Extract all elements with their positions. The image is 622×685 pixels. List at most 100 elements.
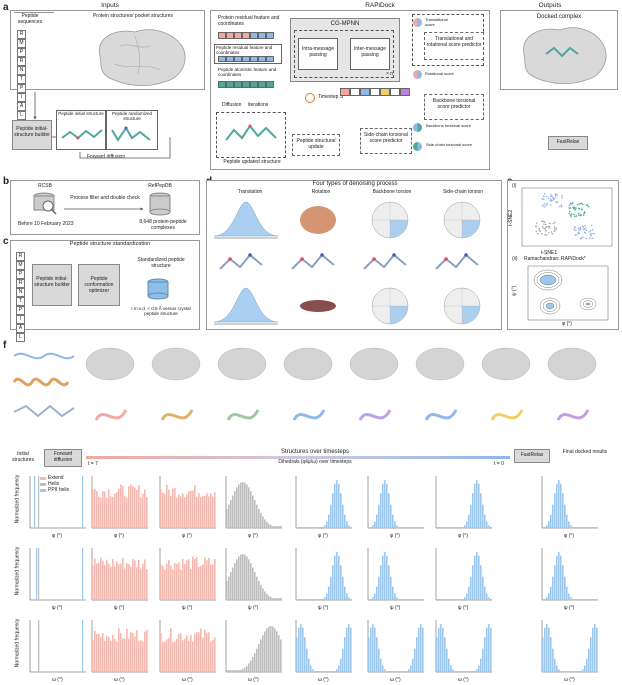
histogram-bar (380, 658, 382, 672)
histogram-bar (332, 493, 334, 528)
histogram-bar (184, 638, 186, 672)
histogram-bar (328, 671, 330, 672)
sequence-residue: R (17, 30, 26, 39)
histogram-bar (470, 504, 472, 528)
histogram-bar (486, 593, 488, 600)
sequence-residue: R (16, 279, 25, 288)
sidechain-torsion-score-label: Side-chain torsional score (426, 142, 473, 147)
histogram-bar (438, 527, 440, 528)
histogram-bar (232, 670, 234, 672)
updated-structure-frame (216, 112, 286, 158)
atom (228, 257, 232, 261)
feature-cell (266, 81, 274, 88)
histogram-bar (484, 637, 486, 672)
histogram-bar (146, 569, 148, 600)
before-date-label: Before 10 February 2023 (18, 221, 74, 227)
histogram-bar (486, 627, 488, 672)
tsne-point (591, 237, 594, 240)
tsne-point (582, 226, 584, 228)
histogram-bar (416, 637, 418, 672)
rama-frame (527, 265, 609, 321)
histogram-bar (190, 568, 192, 600)
feature-cell (266, 56, 274, 62)
histogram-bar (332, 671, 334, 672)
tsne-point (580, 202, 582, 205)
rmsd-label: r.m.s.d. < 0.5 Å versus crystal peptide … (131, 306, 191, 317)
histogram-bar (238, 556, 240, 600)
histogram-bar (298, 599, 300, 600)
histogram-bar (490, 527, 492, 528)
standardization-title: Peptide structure standardization (69, 241, 151, 247)
histogram-bar (204, 557, 206, 600)
rcsb-label: RCSB (38, 183, 52, 189)
histogram-bar (230, 500, 232, 528)
histogram-bar (102, 633, 104, 672)
histogram-bar (326, 521, 328, 528)
cgmpnn-label: CG-MPNN (330, 21, 360, 27)
tsne-point (552, 199, 555, 201)
histogram-bar (464, 597, 466, 600)
tsne-point (548, 231, 550, 234)
histogram-bar (550, 514, 552, 528)
histogram-bar (418, 599, 420, 600)
tsne-point (577, 207, 580, 210)
times-n-label: × n (386, 71, 394, 77)
tsne-point (559, 205, 561, 208)
histogram-bar (246, 665, 248, 672)
histogram-bar (280, 526, 282, 528)
histogram-bar (166, 484, 168, 528)
histogram-bar (548, 593, 550, 600)
histogram-bar (302, 599, 304, 600)
histogram-bar (244, 482, 246, 528)
histogram-bar (198, 493, 200, 528)
tsne-point (535, 230, 538, 233)
builder-box: Peptide initial-structure builder (12, 120, 52, 150)
database-icon (149, 192, 171, 216)
histogram-bar (318, 527, 320, 528)
histogram-bar (368, 527, 370, 528)
tsne-point (545, 226, 547, 229)
sequence-residue: T (17, 75, 26, 84)
histogram-bar (268, 595, 270, 600)
tsne-point (543, 223, 545, 225)
histogram-bar (440, 599, 442, 600)
tsne-point (574, 226, 576, 228)
backbone-predictor-box: Backbone torsional score predictor (424, 94, 484, 120)
histogram-bar (400, 599, 402, 600)
histogram-bar (310, 599, 312, 600)
histogram-bar (242, 554, 244, 600)
iterations-label: iterations (248, 102, 269, 108)
histogram-bar (334, 671, 336, 672)
histogram-bar (226, 509, 228, 528)
tsne-point (574, 207, 576, 209)
feature-cell (242, 56, 250, 62)
builder-box-c: Peptide initial-structure builder (32, 264, 72, 306)
tsne-point (579, 202, 581, 205)
histogram-bar (300, 599, 302, 600)
histogram-bar (576, 527, 578, 528)
histogram-bar (406, 599, 408, 600)
histogram-bar (342, 576, 344, 600)
histogram-bar (252, 495, 254, 528)
process-arrow (64, 207, 144, 211)
histogram-bar (268, 523, 270, 528)
tsne-point (560, 204, 563, 206)
histogram-bar (194, 558, 196, 600)
tsne-point (580, 214, 582, 217)
histogram-bar (270, 596, 272, 600)
histogram-bar (304, 599, 306, 600)
histogram-bar (160, 632, 162, 672)
histogram-bar (568, 671, 570, 672)
histogram-bar (418, 627, 420, 672)
denoising-type-label: Rotation (311, 189, 331, 195)
histogram-bar (296, 637, 298, 672)
tsne-point (550, 198, 552, 200)
histogram-bar (178, 494, 180, 528)
histogram-bar (190, 635, 192, 672)
histogram-bar (164, 641, 166, 672)
reference-line (34, 476, 36, 528)
forward-diffusion-label: Forward diffusion (86, 154, 126, 160)
histogram-bar (114, 638, 116, 672)
histogram-bar (188, 559, 190, 600)
histogram-bar (172, 569, 174, 600)
